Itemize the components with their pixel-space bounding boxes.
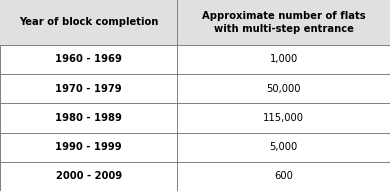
Bar <box>0 0 390 45</box>
Text: 115,000: 115,000 <box>263 113 304 123</box>
Text: 50,000: 50,000 <box>266 84 301 94</box>
Text: 2000 - 2009: 2000 - 2009 <box>56 171 122 181</box>
Text: Approximate number of flats
with multi-step entrance: Approximate number of flats with multi-s… <box>202 11 365 34</box>
Text: 1,000: 1,000 <box>269 54 298 65</box>
Text: 600: 600 <box>274 171 293 181</box>
Text: 1980 - 1989: 1980 - 1989 <box>55 113 122 123</box>
Text: 5,000: 5,000 <box>269 142 298 152</box>
Text: 1960 - 1969: 1960 - 1969 <box>55 54 122 65</box>
Text: 1990 - 1999: 1990 - 1999 <box>55 142 122 152</box>
Text: Year of block completion: Year of block completion <box>19 17 158 28</box>
Text: 1970 - 1979: 1970 - 1979 <box>55 84 122 94</box>
